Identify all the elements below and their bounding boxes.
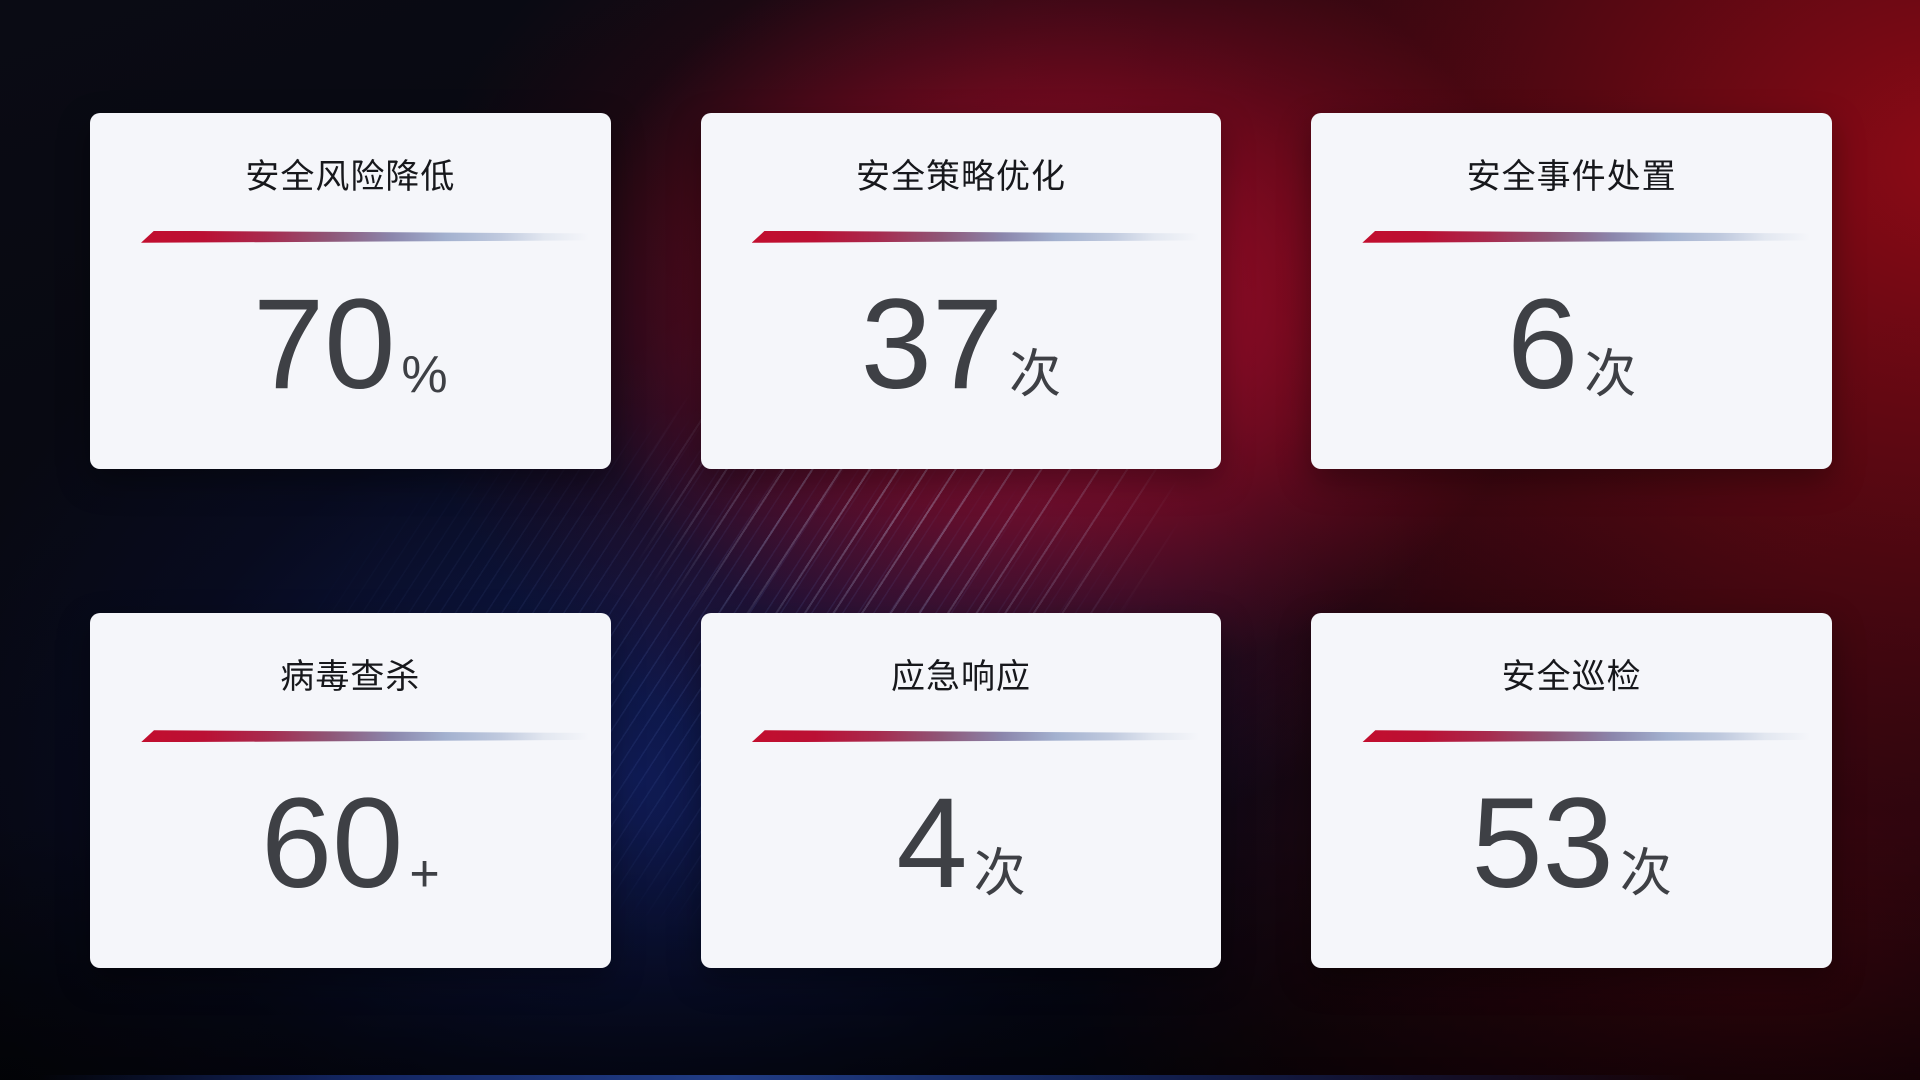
stat-value: 37 — [860, 272, 1004, 416]
stat-unit: 次 — [973, 845, 1026, 904]
stat-unit: + — [409, 845, 440, 904]
stat-value: 70 — [253, 272, 396, 416]
gradient-divider — [141, 230, 589, 243]
card-title: 安全策略优化 — [855, 158, 1066, 196]
stat-value: 6 — [1507, 272, 1579, 416]
gradient-divider — [141, 730, 589, 743]
value-area: 70% — [253, 243, 448, 469]
value-area: 37 次 — [861, 243, 1061, 469]
card-title: 应急响应 — [890, 657, 1031, 696]
gradient-divider — [751, 730, 1200, 743]
card-title: 安全风险降低 — [245, 158, 456, 196]
stat-card-security-inspection: 安全巡检 53 次 — [1311, 612, 1832, 968]
stat-unit: % — [401, 345, 448, 404]
card-title: 安全事件处置 — [1466, 158, 1677, 196]
gradient-divider — [751, 230, 1200, 243]
stat-value: 60 — [260, 772, 404, 916]
value-area: 53 次 — [1471, 742, 1671, 968]
stat-card-risk-reduction: 安全风险降低 70% — [90, 113, 611, 469]
stat-value: 53 — [1471, 772, 1614, 916]
stat-unit: 次 — [1009, 345, 1062, 404]
gradient-divider — [1362, 230, 1810, 243]
value-area: 60 + — [261, 742, 440, 968]
gradient-divider — [1362, 730, 1810, 743]
stat-value: 4 — [896, 772, 968, 916]
stat-unit: 次 — [1619, 845, 1672, 904]
card-title: 病毒查杀 — [280, 657, 421, 696]
stat-card-policy-optimization: 安全策略优化 37 次 — [700, 113, 1222, 469]
stat-card-virus-scan: 病毒查杀 60 + — [90, 612, 611, 968]
card-title: 安全巡检 — [1501, 657, 1642, 696]
bottom-blue-glow-line — [0, 1075, 1920, 1080]
stat-unit: 次 — [1584, 345, 1637, 404]
